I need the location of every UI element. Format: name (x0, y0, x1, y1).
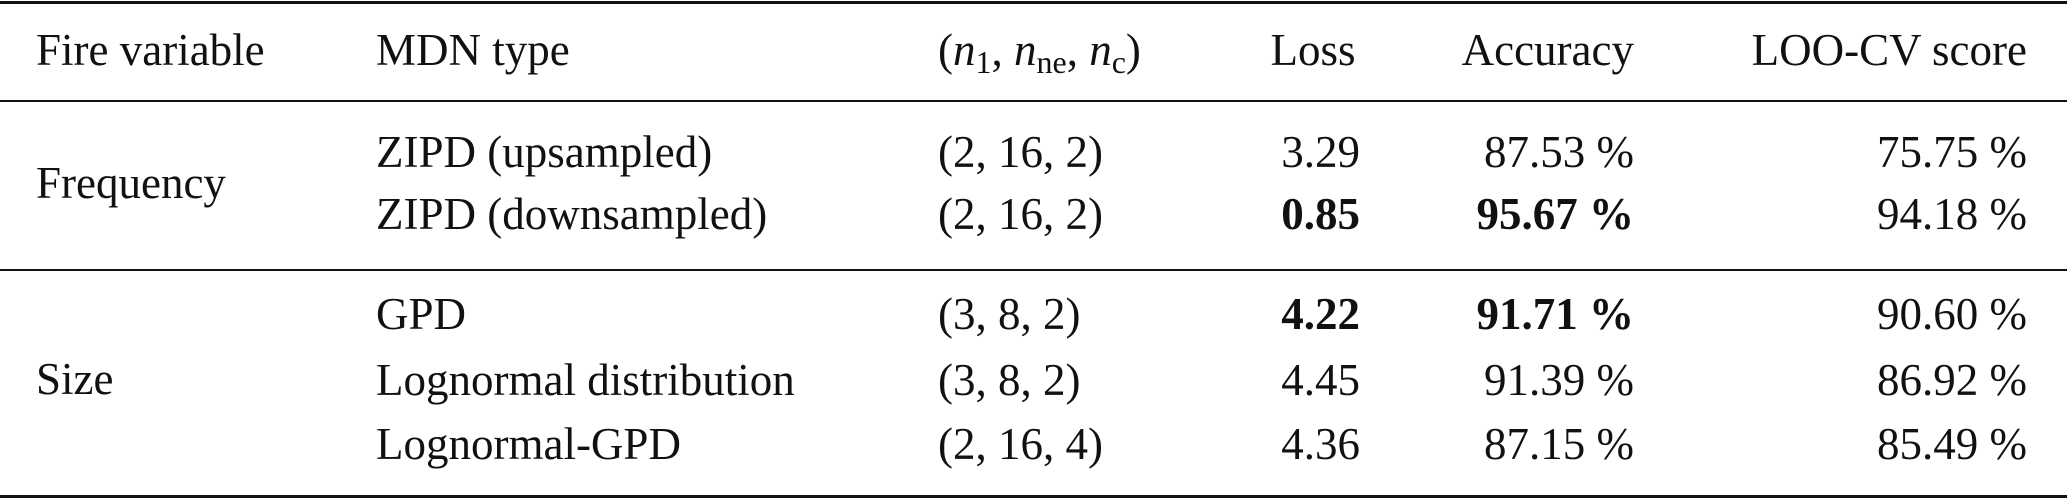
math-token: ne (1036, 44, 1067, 80)
table-cell: ZIPD (upsampled) (376, 127, 713, 177)
header-cell: (n1, nne, nc) (938, 25, 1141, 78)
table-cell: (2, 16, 2) (938, 127, 1103, 177)
table-cell: GPD (376, 289, 467, 339)
math-token: , (991, 25, 1014, 75)
math-token: , (1066, 25, 1090, 75)
table-cell: 91.39 % (1484, 355, 1634, 405)
header-cell: MDN type (376, 25, 570, 75)
math-token: n (1089, 25, 1112, 75)
table-cell: Lognormal distribution (376, 355, 795, 405)
header-cell: Accuracy (1461, 25, 1634, 75)
table-cell: 87.15 % (1484, 419, 1634, 469)
bottom-rule (0, 495, 2067, 498)
group-label: Frequency (36, 158, 226, 208)
table-cell: 75.75 % (1877, 127, 2027, 177)
table-cell: 3.29 (1281, 127, 1360, 177)
math-token: ) (1125, 25, 1141, 75)
table-cell: 4.45 (1281, 355, 1360, 405)
table-cell: 0.85 (1281, 189, 1360, 239)
header-rule (0, 100, 2067, 102)
group-rule (0, 269, 2067, 271)
table-cell: 4.36 (1281, 419, 1360, 469)
header-cell: LOO-CV score (1751, 25, 2027, 75)
table-cell: 90.60 % (1877, 289, 2027, 339)
table-cell: 86.92 % (1877, 355, 2027, 405)
table-cell: Lognormal-GPD (376, 419, 681, 469)
math-token: 1 (975, 44, 992, 80)
table-cell: (2, 16, 4) (938, 419, 1103, 469)
table-cell: 95.67 % (1476, 189, 1635, 239)
math-token: n (953, 25, 976, 75)
table-cell: 91.71 % (1476, 289, 1635, 339)
table-cell: 87.53 % (1484, 127, 1634, 177)
math-token: n (1014, 25, 1037, 75)
header-cell: Loss (1270, 25, 1356, 75)
group-label: Size (36, 354, 114, 404)
top-rule (0, 1, 2067, 4)
table-cell: (2, 16, 2) (938, 189, 1103, 239)
table-cell: 85.49 % (1877, 419, 2027, 469)
table-cell: (3, 8, 2) (938, 355, 1081, 405)
header-cell: Fire variable (36, 25, 265, 75)
table-cell: ZIPD (downsampled) (376, 189, 768, 239)
math-token: c (1111, 44, 1126, 80)
table-cell: 4.22 (1281, 289, 1360, 339)
table-cell: 94.18 % (1877, 189, 2027, 239)
table-cell: (3, 8, 2) (938, 289, 1081, 339)
math-token: ( (938, 25, 953, 75)
